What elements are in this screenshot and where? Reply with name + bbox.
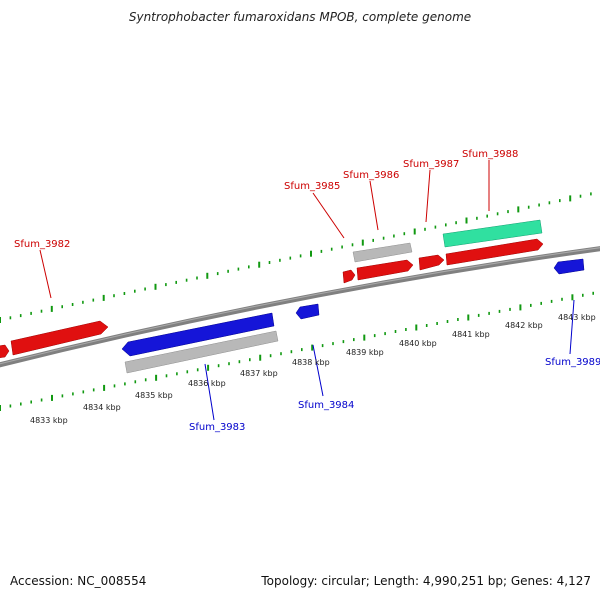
pseudo-gene-sfum-3983[interactable] — [124, 330, 279, 374]
kbp-label-4839: 4839 kbp — [346, 348, 384, 357]
leader-line-sfum-3982 — [39, 249, 52, 299]
upper-tick-row — [0, 192, 592, 323]
gene-arrow-sfum-3988[interactable] — [445, 238, 544, 266]
gene-arrow-sfum-3983[interactable] — [121, 312, 275, 357]
kbp-label-4834: 4834 kbp — [83, 403, 121, 412]
gene-label-sfum-3987[interactable]: Sfum_3987 — [403, 159, 459, 170]
topology-text: Topology: circular; Length: 4,990,251 bp… — [261, 574, 591, 588]
pseudo-gene-sfum-3986[interactable] — [352, 242, 413, 263]
kbp-label-4841: 4841 kbp — [452, 330, 490, 339]
gene-label-sfum-3988[interactable]: Sfum_3988 — [462, 149, 518, 160]
lower-tick-row — [0, 291, 595, 411]
gene-label-sfum-3982[interactable]: Sfum_3982 — [14, 239, 70, 250]
genome-backbone — [0, 246, 600, 368]
leader-line-sfum-3989 — [569, 299, 575, 355]
gene-label-sfum-3984[interactable]: Sfum_3984 — [298, 400, 354, 411]
gene-arrow-sfum-3986[interactable] — [356, 259, 414, 281]
leader-line-sfum-3984 — [312, 344, 324, 397]
gene-arrow-sfum-3985[interactable] — [342, 269, 356, 284]
leader-line-sfum-3983 — [204, 363, 215, 421]
kbp-label-4837: 4837 kbp — [240, 369, 278, 378]
leader-line-sfum-3986 — [369, 180, 379, 231]
gene-label-sfum-3985[interactable]: Sfum_3985 — [284, 181, 340, 192]
gene-label-sfum-3989[interactable]: Sfum_3989 — [545, 357, 600, 368]
kbp-label-4838: 4838 kbp — [292, 358, 330, 367]
kbp-label-4836: 4836 kbp — [188, 379, 226, 388]
genome-backbone-highlight — [0, 247, 600, 365]
rna-gene-sfum-3988[interactable] — [442, 219, 543, 248]
gene-arrow-sfum-3984[interactable] — [295, 303, 320, 320]
leader-line-sfum-3985 — [312, 192, 345, 239]
gene-arrow-sfum-3989[interactable] — [553, 258, 585, 275]
map-title: Syntrophobacter fumaroxidans MPOB, compl… — [128, 10, 472, 24]
gene-arrow-sfum-3982[interactable] — [10, 320, 109, 356]
kbp-label-4833: 4833 kbp — [30, 416, 68, 425]
kbp-label-4835: 4835 kbp — [135, 391, 173, 400]
gene-label-sfum-3986[interactable]: Sfum_3986 — [343, 170, 399, 181]
gene-arrow-sfum-3981[interactable] — [0, 344, 10, 358]
gene-label-sfum-3983[interactable]: Sfum_3983 — [189, 422, 245, 433]
accession-text: Accession: NC_008554 — [10, 574, 147, 588]
kbp-label-4842: 4842 kbp — [505, 321, 543, 330]
kbp-label-4843: 4843 kbp — [558, 313, 596, 322]
leader-line-sfum-3987 — [425, 169, 431, 223]
gene-arrow-sfum-3987[interactable] — [418, 254, 445, 271]
kbp-label-4840: 4840 kbp — [399, 339, 437, 348]
